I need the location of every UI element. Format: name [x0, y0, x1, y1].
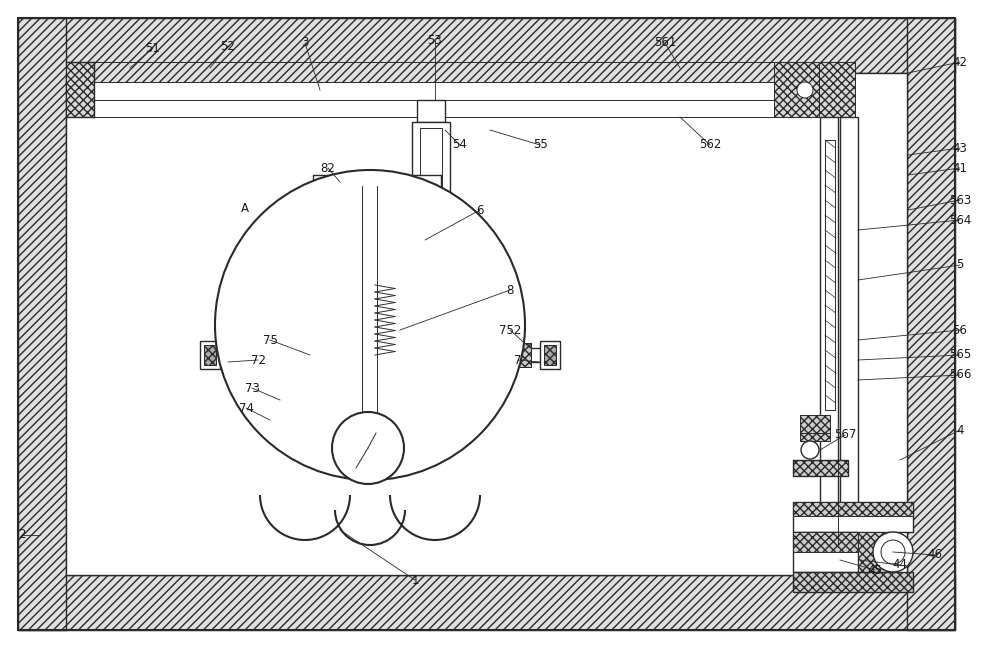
Text: 44: 44 — [893, 559, 908, 572]
Text: 1: 1 — [411, 573, 419, 586]
Text: 6: 6 — [476, 203, 484, 216]
Bar — [393, 348, 541, 362]
Bar — [335, 428, 405, 444]
Text: 565: 565 — [949, 349, 971, 362]
Text: 73: 73 — [245, 382, 259, 395]
Bar — [362, 186, 377, 436]
Bar — [18, 18, 955, 73]
Bar — [515, 343, 531, 367]
Text: 567: 567 — [834, 428, 856, 441]
Bar — [800, 415, 830, 433]
Bar — [423, 175, 441, 385]
Text: 53: 53 — [428, 34, 442, 47]
Text: 564: 564 — [949, 213, 971, 227]
Text: 51: 51 — [146, 41, 160, 54]
Bar — [793, 502, 913, 516]
Bar — [515, 343, 531, 367]
Text: 56: 56 — [953, 323, 967, 336]
Bar — [412, 122, 450, 212]
Circle shape — [215, 170, 525, 480]
Bar — [204, 345, 216, 365]
Bar — [820, 117, 838, 547]
Text: 566: 566 — [949, 369, 971, 382]
Bar — [800, 433, 830, 441]
Circle shape — [801, 441, 819, 459]
Circle shape — [881, 540, 905, 564]
Bar — [18, 18, 66, 630]
Text: 45: 45 — [868, 564, 882, 577]
Bar — [793, 460, 848, 476]
Bar — [200, 341, 220, 369]
Bar — [66, 73, 907, 575]
Text: A: A — [241, 202, 249, 214]
Text: 55: 55 — [533, 139, 547, 152]
Text: 82: 82 — [321, 161, 335, 174]
Text: 54: 54 — [453, 139, 467, 152]
Text: 52: 52 — [221, 40, 235, 52]
Bar — [18, 575, 955, 630]
Circle shape — [797, 82, 813, 98]
Text: 2: 2 — [18, 529, 26, 542]
Bar — [793, 502, 913, 532]
Bar — [94, 62, 774, 82]
Circle shape — [873, 532, 913, 572]
Bar — [94, 100, 774, 117]
Text: 41: 41 — [952, 161, 968, 174]
Text: 42: 42 — [952, 56, 968, 69]
Text: 752: 752 — [499, 323, 521, 336]
Text: 72: 72 — [250, 354, 266, 367]
Bar — [774, 62, 819, 117]
Circle shape — [332, 412, 404, 484]
Bar — [793, 572, 913, 592]
Text: 8: 8 — [506, 284, 514, 297]
Text: 43: 43 — [953, 141, 967, 154]
Text: 3: 3 — [301, 36, 309, 49]
Text: 563: 563 — [949, 194, 971, 207]
Bar — [310, 337, 326, 373]
Bar — [215, 348, 363, 362]
Bar — [825, 140, 835, 410]
Bar — [313, 175, 331, 385]
Bar — [228, 343, 244, 367]
Text: 46: 46 — [928, 548, 942, 562]
Bar — [907, 18, 955, 630]
Text: 561: 561 — [654, 36, 676, 49]
Bar — [858, 532, 888, 572]
Bar — [66, 62, 94, 117]
Bar — [313, 373, 441, 385]
Text: 7: 7 — [514, 354, 522, 367]
Text: 74: 74 — [239, 402, 254, 415]
Bar — [793, 572, 913, 592]
Text: 4: 4 — [956, 424, 964, 437]
Text: 75: 75 — [263, 334, 277, 347]
Bar — [228, 343, 244, 367]
Bar — [313, 175, 441, 187]
Bar — [375, 200, 420, 230]
Bar — [370, 195, 425, 275]
Bar — [94, 82, 774, 100]
Bar — [840, 117, 858, 547]
Bar — [393, 337, 409, 373]
Bar — [340, 444, 400, 454]
Text: 562: 562 — [699, 139, 721, 152]
Bar — [540, 341, 560, 369]
Bar — [819, 62, 855, 117]
Bar — [420, 128, 442, 208]
Bar — [417, 100, 445, 122]
Text: 5: 5 — [956, 259, 964, 272]
Bar — [544, 345, 556, 365]
Bar — [793, 532, 858, 552]
Bar — [793, 532, 858, 572]
Bar — [793, 460, 848, 476]
